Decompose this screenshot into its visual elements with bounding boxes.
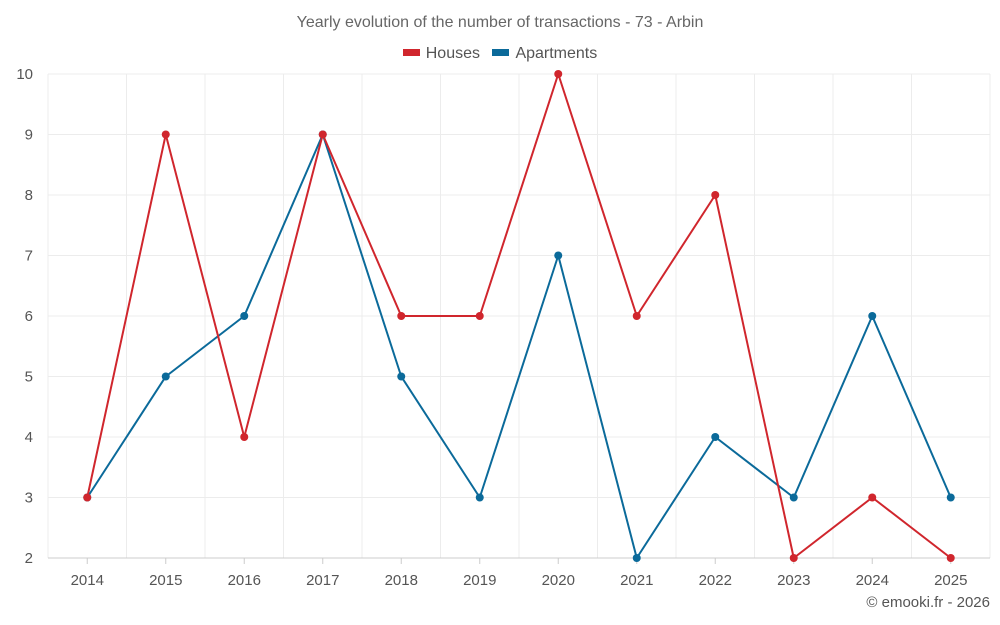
data-point-houses-2019	[475, 312, 484, 320]
data-point-houses-2020	[554, 70, 563, 78]
chart-title: Yearly evolution of the number of transa…	[296, 14, 704, 31]
y-tick-label-9: 9	[25, 127, 33, 144]
data-point-houses-2024	[868, 493, 877, 502]
legend-swatch-apartments	[492, 49, 510, 57]
x-tick-label-2016: 2016	[228, 572, 261, 589]
data-point-apartments-2022	[711, 433, 720, 441]
data-point-apartments-2021	[632, 554, 641, 562]
data-point-apartments-2025	[946, 493, 955, 502]
data-point-houses-2014	[83, 493, 92, 502]
data-point-houses-2018	[397, 312, 406, 320]
series-line-apartments	[86, 133, 952, 559]
y-tick-label-7: 7	[25, 248, 33, 265]
credit-text: © emooki.fr - 2026	[866, 594, 990, 611]
data-point-apartments-2023	[789, 493, 798, 502]
y-tick-label-6: 6	[25, 308, 33, 325]
data-point-apartments-2016	[240, 312, 249, 320]
data-point-houses-2022	[711, 191, 720, 199]
legend-item-houses[interactable]: Houses	[402, 45, 480, 63]
legend-item-apartments[interactable]: Apartments	[492, 45, 597, 63]
x-tick-label-2015: 2015	[149, 572, 182, 589]
legend: Houses Apartments	[0, 45, 1000, 63]
y-tick-label-10: 10	[16, 66, 33, 83]
data-point-apartments-2015	[161, 372, 170, 381]
data-point-apartments-2018	[397, 372, 406, 381]
x-tick-label-2017: 2017	[306, 572, 339, 589]
x-tick-label-2020: 2020	[542, 572, 575, 589]
data-point-apartments-2019	[475, 493, 484, 502]
data-point-houses-2023	[789, 554, 798, 562]
series-line-houses	[86, 73, 952, 559]
data-point-houses-2017	[318, 130, 327, 139]
x-tick-label-2022: 2022	[699, 572, 732, 589]
y-tick-label-3: 3	[25, 490, 33, 507]
x-tick-label-2024: 2024	[856, 572, 889, 589]
legend-label-houses: Houses	[425, 45, 480, 62]
y-tick-label-5: 5	[25, 369, 33, 386]
x-tick-label-2019: 2019	[463, 572, 496, 589]
data-point-houses-2015	[161, 130, 170, 139]
x-tick-label-2014: 2014	[71, 572, 104, 589]
data-point-apartments-2020	[554, 251, 563, 260]
data-point-houses-2016	[240, 433, 249, 441]
data-point-houses-2021	[632, 312, 641, 320]
x-tick-label-2018: 2018	[385, 572, 418, 589]
data-point-apartments-2024	[868, 312, 877, 320]
data-point-houses-2025	[946, 554, 955, 562]
y-tick-label-4: 4	[25, 429, 33, 446]
x-tick-label-2023: 2023	[777, 572, 810, 589]
legend-swatch-houses	[402, 49, 420, 57]
y-tick-label-2: 2	[25, 550, 33, 567]
legend-label-apartments: Apartments	[515, 45, 598, 62]
x-tick-label-2025: 2025	[934, 572, 967, 589]
y-tick-label-8: 8	[25, 187, 33, 204]
x-tick-label-2021: 2021	[620, 572, 653, 589]
